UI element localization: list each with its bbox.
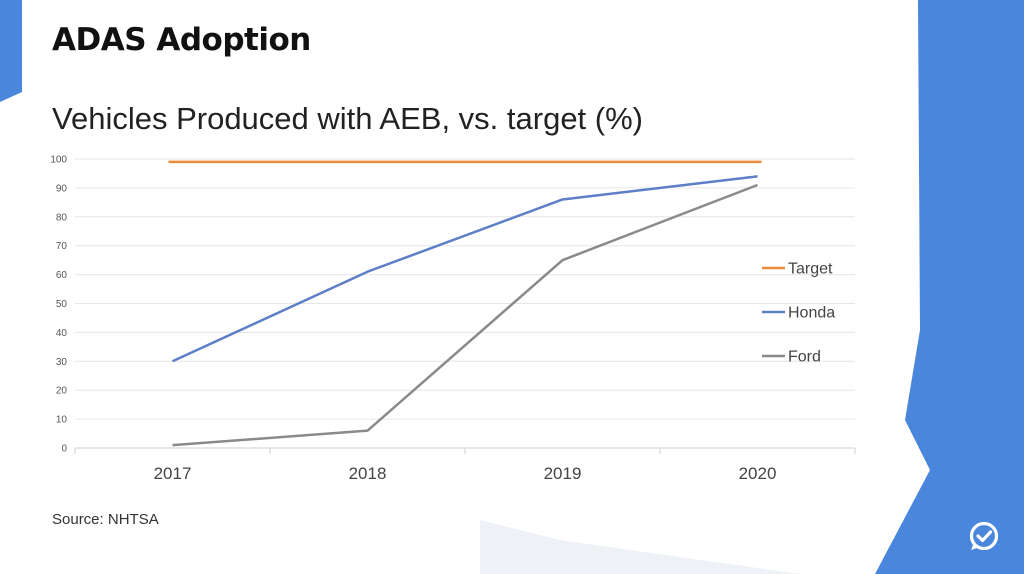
chat-check-logo-icon: [969, 521, 999, 551]
left-blue-accent: [0, 0, 22, 102]
x-tick-label-2019: 2019: [544, 464, 582, 483]
legend-label-target: Target: [788, 261, 833, 278]
y-tick-label: 100: [50, 155, 67, 166]
chart-gridlines: [75, 158, 855, 449]
y-tick-label: 10: [56, 415, 68, 426]
y-tick-label: 80: [56, 212, 68, 223]
y-axis: 0 10 20 30 40 50 60 70 80 90 100: [50, 155, 67, 455]
slide-title: ADAS Adoption: [52, 22, 311, 58]
source-note: Source: NHTSA: [52, 511, 159, 528]
chart-title: Vehicles Produced with AEB, vs. target (…: [52, 101, 643, 136]
series-line-honda: [171, 175, 758, 363]
x-axis: 2017 2018 2019 2020: [74, 448, 856, 483]
y-tick-label: 20: [56, 386, 68, 397]
legend-label-ford: Ford: [788, 349, 821, 366]
series-line-ford: [172, 183, 758, 447]
x-tick-label-2020: 2020: [739, 464, 777, 483]
x-tick-label-2017: 2017: [154, 464, 192, 483]
chart-legend: Target Honda Ford: [762, 261, 835, 366]
right-blue-shape: [875, 0, 1024, 574]
y-tick-label: 60: [56, 270, 68, 281]
y-tick-label: 30: [56, 357, 68, 368]
y-tick-label: 0: [61, 444, 67, 455]
y-tick-label: 90: [56, 183, 68, 194]
y-tick-label: 40: [56, 328, 68, 339]
x-tick-label-2018: 2018: [349, 464, 387, 483]
series-lines: [168, 160, 762, 447]
y-tick-label: 70: [56, 241, 68, 252]
legend-label-honda: Honda: [788, 305, 835, 322]
bottom-light-shape: [480, 520, 800, 574]
y-tick-label: 50: [56, 299, 68, 310]
